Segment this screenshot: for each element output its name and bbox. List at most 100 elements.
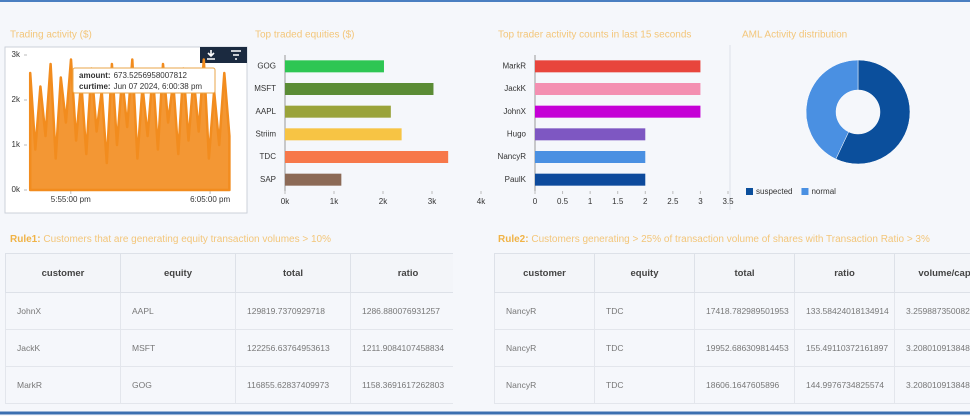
table-cell: JohnX xyxy=(5,292,121,330)
x-tick-label: 0.5 xyxy=(557,197,569,206)
table-cell: MarkR xyxy=(5,366,121,404)
x-tick-label: 2k xyxy=(379,197,388,206)
y-tick-label: PaulK xyxy=(505,175,527,184)
x-tick-label: 2 xyxy=(643,197,648,206)
table-body: NancyR TDC 17418.782989501953 133.584240181… xyxy=(494,292,970,404)
y-tick-label: JackK xyxy=(504,84,526,93)
bar xyxy=(535,83,701,95)
table-row: NancyR TDC 18606.1647605896 144.99767348255… xyxy=(494,366,970,404)
donut-slice xyxy=(805,59,859,160)
chart-title: Top trader activity counts in last 15 se… xyxy=(498,30,691,41)
table-row: MarkR GOG 116855.62837409973 1158.369161726… xyxy=(5,366,453,404)
bar xyxy=(535,151,646,163)
chart-title: Top traded equities ($) xyxy=(255,30,355,41)
bar xyxy=(535,173,646,186)
table-cell: 1286.880076931257 xyxy=(350,292,453,330)
table-cell: 1158.3691617262803 xyxy=(350,366,453,404)
y-tick-label: 1k xyxy=(12,140,21,149)
rule-text: Customers that are generating equity tra… xyxy=(43,234,331,245)
x-tick-label: 3.5 xyxy=(722,197,734,206)
rule-text: Customers generating > 25% of transactio… xyxy=(531,234,930,245)
area xyxy=(28,58,231,192)
chart-title: Trading activity ($) xyxy=(10,30,92,41)
table-cell: NancyR xyxy=(494,329,595,367)
x-tick-label: 5:55:00 pm xyxy=(51,195,91,204)
table-cell: AAPL xyxy=(120,292,236,330)
bar xyxy=(535,128,646,141)
donut-slice xyxy=(835,59,911,165)
table-row: JackK MSFT 122256.63764953613 1211.90841074… xyxy=(5,329,453,367)
table-cell: NancyR xyxy=(494,292,595,330)
bar xyxy=(535,105,701,118)
table-cell: TDC xyxy=(594,366,695,404)
tooltip-box xyxy=(72,67,216,94)
y-tick-label: 2k xyxy=(12,95,21,104)
legend-label: suspected xyxy=(756,187,792,196)
x-tick-label: 3k xyxy=(428,197,437,206)
y-tick-label: SAP xyxy=(260,175,276,184)
x-tick-label: 2.5 xyxy=(667,197,679,206)
rule-title: Rule2: Customers generating > 25% of tra… xyxy=(498,234,930,245)
y-tick-label: MSFT xyxy=(254,84,276,93)
menu-icon[interactable] xyxy=(231,50,241,60)
table-cell: NancyR xyxy=(494,366,595,404)
column-header: customer xyxy=(5,253,121,293)
x-tick-label: 1.5 xyxy=(612,197,624,206)
toolbar-bg xyxy=(200,47,247,63)
table-wrap: customer equity total ratio JohnX AAPL 129819.… xyxy=(5,253,453,416)
column-header: ratio xyxy=(350,253,453,293)
bar xyxy=(535,60,701,73)
y-tick-label: 0k xyxy=(12,185,21,194)
table-head: customer equity total ratio volume/cap xyxy=(494,253,970,293)
table-row: NancyR TDC 19952.686309814453 155.491103721… xyxy=(494,329,970,367)
table-cell: TDC xyxy=(594,292,695,330)
column-header: customer xyxy=(494,253,595,293)
download-icon[interactable] xyxy=(207,50,215,60)
y-tick-label: NancyR xyxy=(498,152,527,161)
table-cell: MSFT xyxy=(120,329,236,367)
legend-swatch xyxy=(746,188,753,195)
table-cell: 133.58424018134914 xyxy=(794,292,895,330)
tooltip-label: amount: xyxy=(79,71,111,80)
download-button[interactable] xyxy=(207,50,215,60)
rule-title: Rule1: Customers that are generating equ… xyxy=(10,234,331,245)
column-header: total xyxy=(235,253,351,293)
table: customer equity total ratio JohnX AAPL 129819.… xyxy=(5,253,453,404)
column-header: total xyxy=(694,253,795,293)
table-cell: 3.2598873500823973 xyxy=(894,292,970,330)
toolbar xyxy=(200,47,247,63)
table-row: JohnX AAPL 129819.7370929718 1286.880076931… xyxy=(5,292,453,330)
y-tick-label: 3k xyxy=(12,50,21,59)
x-tick-label: 3 xyxy=(698,197,703,206)
y-tick-label: MarkR xyxy=(502,61,526,70)
tooltip-value: 673.5256958007812 xyxy=(114,71,188,80)
table-head: customer equity total ratio xyxy=(5,253,453,293)
x-tick-label: 1k xyxy=(330,197,339,206)
y-tick-label: Striim xyxy=(256,129,277,138)
table-body: JohnX AAPL 129819.7370929718 1286.880076931… xyxy=(5,292,453,404)
bar xyxy=(285,83,434,95)
x-tick-label: 6:05:00 pm xyxy=(190,195,230,204)
table-cell: 17418.782989501953 xyxy=(694,292,795,330)
bar xyxy=(285,60,384,73)
menu-button[interactable] xyxy=(231,50,241,60)
table-cell: JackK xyxy=(5,329,121,367)
table-cell: 116855.62837409973 xyxy=(235,366,351,404)
column-header: equity xyxy=(120,253,236,293)
column-header: equity xyxy=(594,253,695,293)
y-tick-label: GOG xyxy=(257,61,276,70)
table-cell: 144.9976734825574 xyxy=(794,366,895,404)
table-cell: 19952.686309814453 xyxy=(694,329,795,367)
x-tick-label: 0k xyxy=(281,197,290,206)
column-header: ratio xyxy=(794,253,895,293)
chart-title: AML Activity distribution xyxy=(742,30,847,41)
bar xyxy=(285,151,449,163)
y-tick-label: AAPL xyxy=(256,107,277,116)
y-tick-label: TDC xyxy=(260,152,277,161)
table-cell: TDC xyxy=(594,329,695,367)
y-tick-label: JohnX xyxy=(503,107,526,116)
x-tick-label: 1 xyxy=(588,197,593,206)
